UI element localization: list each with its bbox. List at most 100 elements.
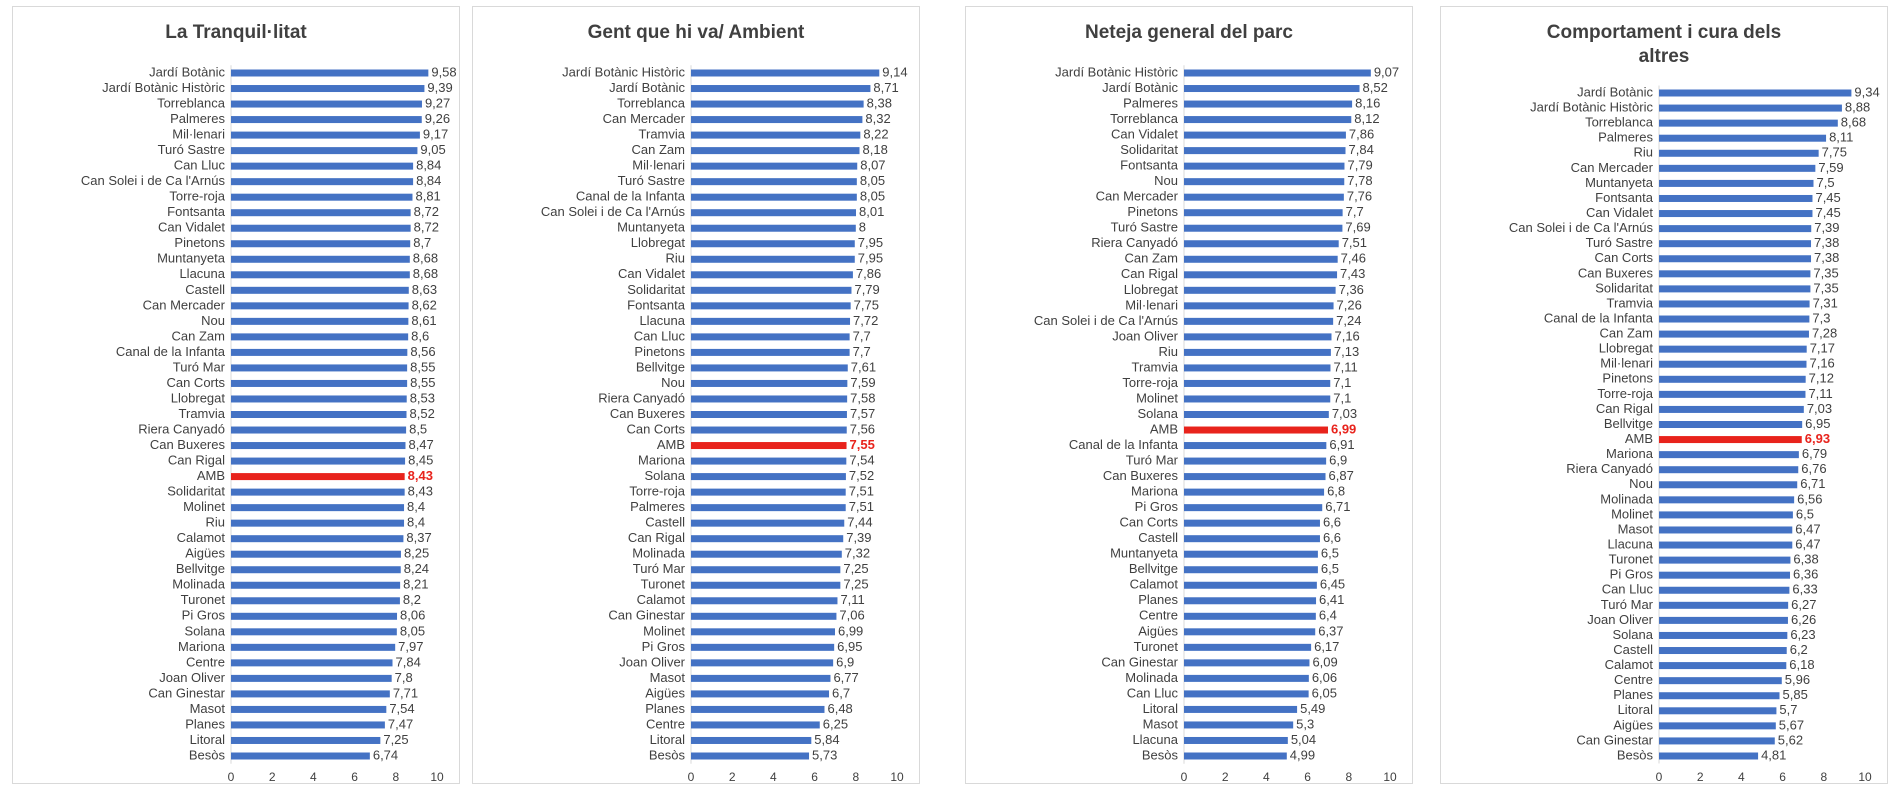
value-label: 7,51 [1342, 235, 1367, 250]
bar [231, 224, 411, 232]
category-label: Riera Canyadó [1091, 235, 1178, 250]
bar [1184, 519, 1320, 527]
bar [691, 519, 845, 527]
value-label: 8,16 [1355, 95, 1380, 110]
value-label: 7,86 [1349, 127, 1374, 142]
bar [1184, 581, 1317, 589]
bar [691, 612, 837, 620]
bar [1184, 395, 1331, 403]
value-label: 5,96 [1785, 672, 1810, 687]
bar [691, 736, 812, 744]
value-label: 8,68 [413, 266, 438, 281]
bar [1184, 100, 1353, 108]
bar [1659, 285, 1811, 293]
value-label: 8,18 [863, 142, 888, 157]
category-label: Can Corts [1594, 250, 1653, 265]
category-label: Muntanyeta [157, 251, 226, 266]
category-label: Turonet [641, 577, 686, 592]
bar [1184, 674, 1309, 682]
bar [231, 442, 406, 450]
category-label: Solana [645, 468, 686, 483]
category-label: Bellvitge [1604, 416, 1653, 431]
value-label: 6,91 [1329, 437, 1354, 452]
category-label: Bellvitge [636, 359, 685, 374]
bar [1659, 737, 1775, 745]
value-label: 6,87 [1329, 468, 1354, 483]
bar [1659, 451, 1799, 459]
category-label: Can Lluc [1127, 685, 1179, 700]
category-label: Litoral [1618, 702, 1654, 717]
category-label: AMB [1150, 421, 1178, 436]
category-label: Centre [1614, 672, 1653, 687]
category-label: Torreblanca [1585, 115, 1654, 130]
bar [691, 379, 848, 387]
bar [1659, 119, 1838, 127]
category-label: Jardí Botànic [149, 64, 225, 79]
value-label: 8,53 [410, 390, 435, 405]
category-label: Turó Mar [1126, 453, 1179, 468]
category-label: Litoral [1143, 701, 1179, 716]
category-label: Turó Sastre [158, 142, 225, 157]
category-label: Can Mercader [143, 297, 226, 312]
value-label: 7,16 [1809, 356, 1834, 371]
category-label: Mariona [1131, 484, 1179, 499]
value-label: 6,27 [1791, 597, 1816, 612]
value-label: 5,49 [1300, 701, 1325, 716]
value-label: 8,56 [410, 344, 435, 359]
category-label: Tramvia [179, 406, 226, 421]
value-label: 8,37 [406, 530, 431, 545]
bar [691, 535, 844, 543]
category-label: Muntanyeta [1110, 546, 1179, 561]
bar [1184, 85, 1360, 93]
bar [1184, 488, 1325, 496]
bar [691, 271, 853, 279]
value-label: 8,22 [863, 127, 888, 142]
category-label: Centre [646, 716, 685, 731]
category-label: Calamot [637, 592, 686, 607]
category-label: Pinetons [634, 344, 685, 359]
value-label: 7,46 [1341, 251, 1366, 266]
category-label: Jardí Botànic [1577, 84, 1653, 99]
category-label: Llobregat [631, 235, 686, 250]
value-label: 7,47 [388, 716, 413, 731]
value-label: 7,71 [393, 685, 418, 700]
bar [1659, 436, 1802, 444]
x-tick-label: 10 [1383, 770, 1397, 783]
category-label: Muntanyeta [617, 220, 686, 235]
category-label: Turó Sastre [1111, 220, 1178, 235]
category-label: Pinetons [174, 235, 225, 250]
value-label: 7,13 [1334, 344, 1359, 359]
value-label: 6,93 [1805, 431, 1830, 446]
value-label: 8,52 [1363, 80, 1388, 95]
value-label: 7,06 [839, 608, 864, 623]
value-label: 7,11 [1333, 359, 1357, 374]
value-label: 6,99 [838, 623, 863, 638]
category-label: Palmeres [1123, 95, 1178, 110]
value-label: 8,24 [404, 561, 429, 576]
bar [691, 395, 848, 403]
category-label: Solidaritat [167, 484, 225, 499]
value-label: 4,81 [1761, 747, 1786, 762]
x-tick-label: 8 [852, 770, 859, 783]
bar [1184, 612, 1316, 620]
category-label: Turó Sastre [618, 173, 685, 188]
value-label: 9,14 [882, 64, 907, 79]
bar [1659, 104, 1842, 112]
category-label: Can Ginestar [1101, 654, 1178, 669]
bar [1184, 690, 1309, 698]
x-tick-label: 4 [310, 770, 317, 783]
x-tick-label: 0 [1656, 770, 1663, 783]
category-label: Torreblanca [157, 95, 226, 110]
value-label: 6,48 [827, 701, 852, 716]
category-label: Can Lluc [174, 158, 226, 173]
bar [691, 131, 861, 139]
value-label: 9,27 [425, 95, 450, 110]
value-label: 8,47 [408, 437, 433, 452]
category-label: Can Solei i de Ca l'Arnús [1509, 220, 1654, 235]
bar [1659, 149, 1819, 157]
value-label: 4,99 [1290, 747, 1315, 762]
value-label: 9,26 [425, 111, 450, 126]
bar [1659, 647, 1787, 655]
bar [691, 721, 820, 729]
category-label: Llobregat [1599, 341, 1654, 356]
